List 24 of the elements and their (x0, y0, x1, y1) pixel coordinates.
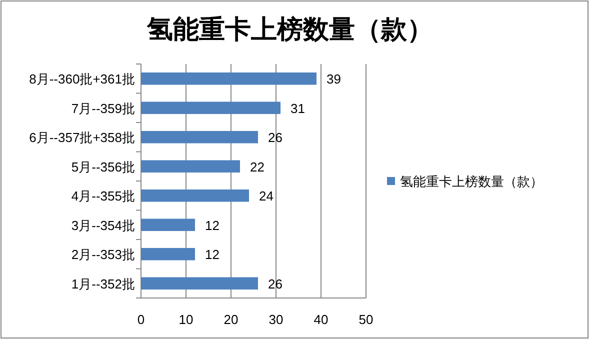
data-label: 39 (326, 72, 341, 87)
y-tick-label: 7月--359批 (71, 100, 135, 116)
y-tick-label: 3月--354批 (71, 218, 135, 233)
x-tick-label: 20 (224, 312, 238, 327)
data-label: 12 (205, 247, 220, 262)
legend-label: 氢能重卡上榜数量（款） (400, 174, 543, 189)
y-tick-label: 6月--357批+358批 (29, 130, 135, 146)
data-label: 26 (268, 276, 282, 292)
data-label: 12 (205, 218, 220, 233)
data-label: 26 (268, 130, 282, 146)
x-tick-label: 30 (268, 312, 284, 327)
x-tick-label: 40 (314, 312, 328, 327)
x-tick-label: 0 (137, 312, 145, 327)
y-tick-label: 1月--352批 (71, 276, 135, 292)
data-label: 24 (259, 188, 274, 204)
y-tick-label: 2月--353批 (71, 247, 135, 262)
title: 氢能重卡上榜数量（款） (147, 14, 433, 44)
x-tick-label: 10 (178, 312, 194, 327)
data-label: 22 (250, 159, 264, 174)
data-label: 31 (290, 100, 305, 116)
y-tick-label: 8月--360批+361批 (29, 72, 135, 87)
y-tick-label: 5月--356批 (71, 159, 135, 174)
x-tick-label: 50 (358, 312, 374, 327)
y-tick-label: 4月--355批 (71, 188, 135, 204)
